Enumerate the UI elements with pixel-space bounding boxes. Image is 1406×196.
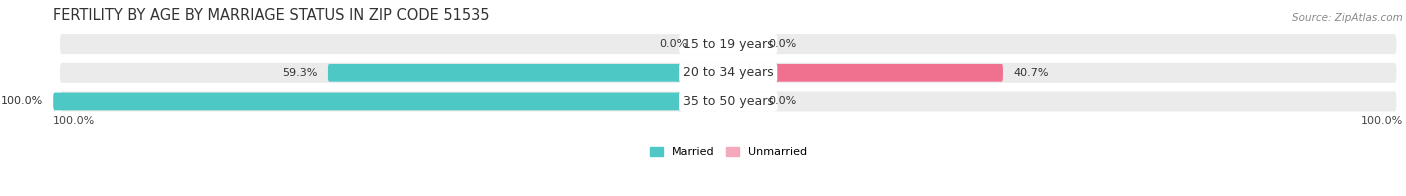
FancyBboxPatch shape bbox=[60, 91, 1396, 112]
Text: 100.0%: 100.0% bbox=[53, 116, 96, 126]
Text: 40.7%: 40.7% bbox=[1014, 68, 1049, 78]
FancyBboxPatch shape bbox=[60, 34, 1396, 54]
Text: 15 to 19 years: 15 to 19 years bbox=[683, 38, 773, 51]
Text: 59.3%: 59.3% bbox=[283, 68, 318, 78]
Text: 100.0%: 100.0% bbox=[1361, 116, 1403, 126]
FancyBboxPatch shape bbox=[728, 93, 755, 110]
FancyBboxPatch shape bbox=[328, 64, 728, 82]
Text: 100.0%: 100.0% bbox=[1, 96, 44, 106]
Text: 0.0%: 0.0% bbox=[769, 39, 797, 49]
FancyBboxPatch shape bbox=[728, 64, 1002, 82]
Text: 0.0%: 0.0% bbox=[659, 39, 688, 49]
Text: Source: ZipAtlas.com: Source: ZipAtlas.com bbox=[1292, 13, 1403, 23]
Text: 20 to 34 years: 20 to 34 years bbox=[683, 66, 773, 79]
FancyBboxPatch shape bbox=[702, 35, 728, 53]
Text: FERTILITY BY AGE BY MARRIAGE STATUS IN ZIP CODE 51535: FERTILITY BY AGE BY MARRIAGE STATUS IN Z… bbox=[53, 8, 489, 23]
Text: 0.0%: 0.0% bbox=[769, 96, 797, 106]
FancyBboxPatch shape bbox=[53, 93, 728, 110]
Legend: Married, Unmarried: Married, Unmarried bbox=[650, 147, 807, 157]
FancyBboxPatch shape bbox=[60, 63, 1396, 83]
FancyBboxPatch shape bbox=[728, 35, 755, 53]
Text: 35 to 50 years: 35 to 50 years bbox=[683, 95, 773, 108]
